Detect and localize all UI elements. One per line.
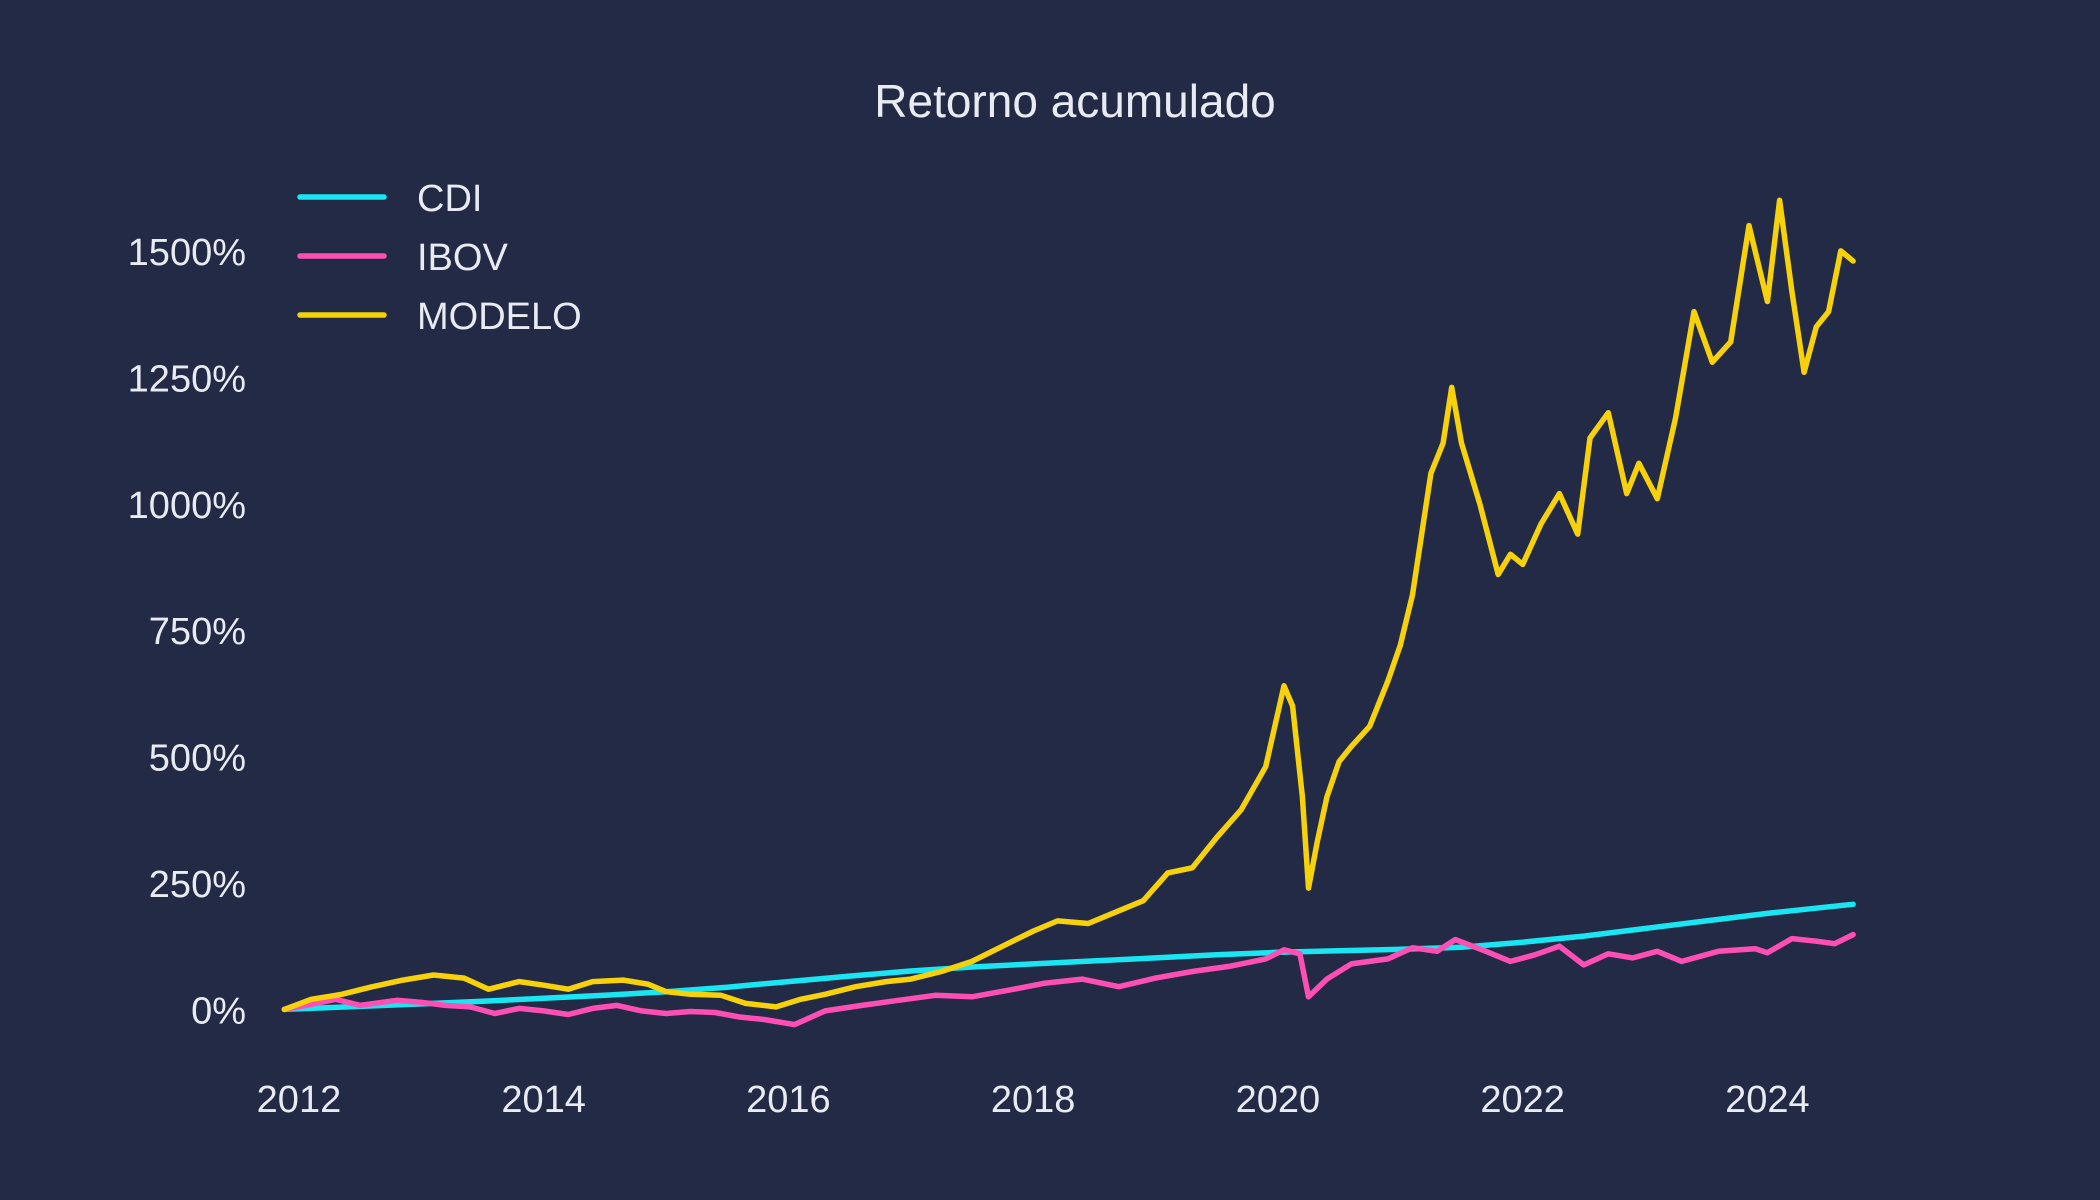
y-tick-label: 750% bbox=[149, 611, 246, 653]
x-tick-label: 2022 bbox=[1480, 1079, 1565, 1121]
series-line-ibov bbox=[281, 931, 1856, 1028]
series-line-cdi bbox=[281, 901, 1856, 1013]
x-tick-label: 2016 bbox=[746, 1079, 831, 1121]
x-tick-label: 2014 bbox=[501, 1079, 586, 1121]
legend-label-ibov: IBOV bbox=[417, 237, 508, 279]
y-tick-label: 1500% bbox=[128, 232, 246, 274]
x-tick-label: 2018 bbox=[991, 1079, 1076, 1121]
y-tick-label: 0% bbox=[191, 990, 246, 1032]
x-axis-ticks: 2012 2014 2016 2018 2020 2022 2024 bbox=[257, 1079, 1810, 1121]
y-tick-label: 1000% bbox=[128, 485, 246, 527]
series-line-modelo bbox=[281, 197, 1856, 1013]
chart-title: Retorno acumulado bbox=[874, 75, 1275, 127]
x-tick-label: 2024 bbox=[1725, 1079, 1810, 1121]
legend-label-cdi: CDI bbox=[417, 178, 482, 220]
legend-label-modelo: MODELO bbox=[417, 296, 582, 338]
legend: CDI IBOV MODELO bbox=[297, 178, 582, 338]
x-tick-label: 2012 bbox=[257, 1079, 342, 1121]
y-tick-label: 500% bbox=[149, 738, 246, 780]
y-tick-label: 250% bbox=[149, 864, 246, 906]
x-tick-label: 2020 bbox=[1236, 1079, 1321, 1121]
y-tick-label: 1250% bbox=[128, 358, 246, 400]
y-axis-ticks: 0% 250% 500% 750% 1000% 1250% 1500% bbox=[128, 232, 246, 1033]
series-lines bbox=[281, 197, 1856, 1028]
